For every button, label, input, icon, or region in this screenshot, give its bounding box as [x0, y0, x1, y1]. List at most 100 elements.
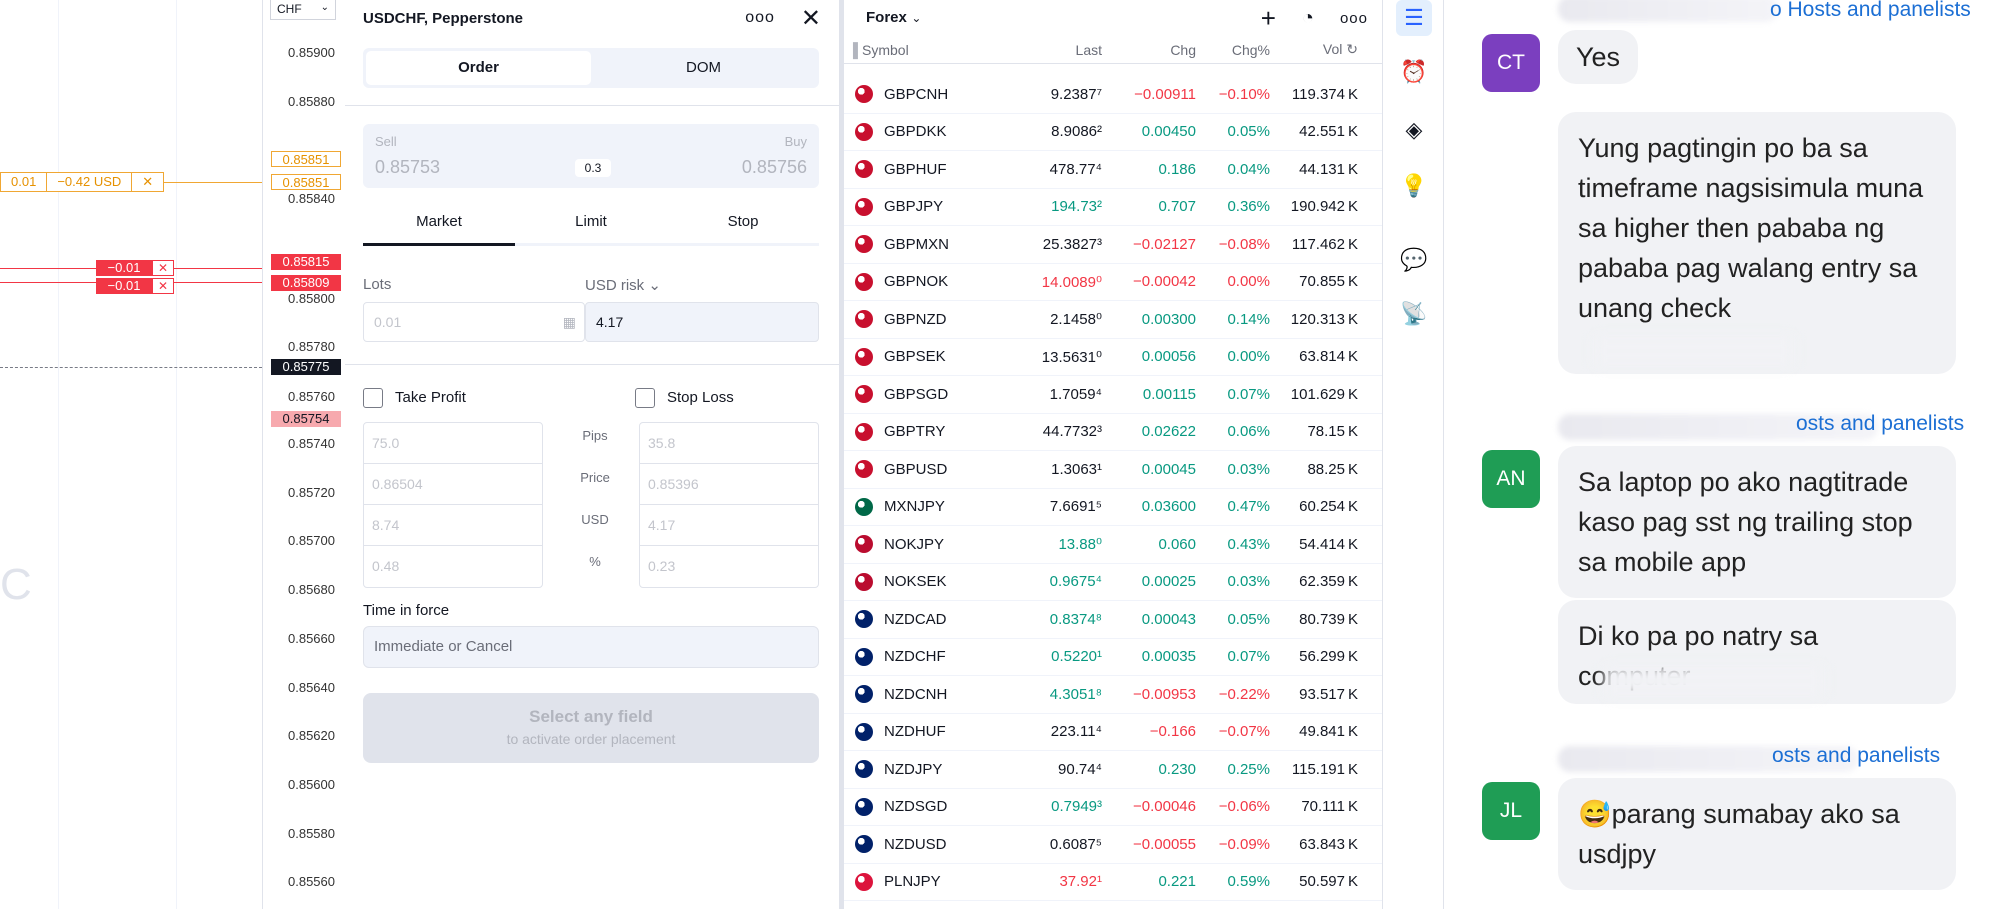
- stop-loss-checkbox[interactable]: [635, 388, 655, 408]
- watchlist-row[interactable]: GBPSGD 1.7059⁴ 0.00115 0.07% 101.629 K: [844, 376, 1382, 414]
- watchlist-icon[interactable]: ☰: [1396, 0, 1432, 36]
- chevron-down-icon: ⌄: [911, 11, 922, 25]
- volume: 50.597 K: [1299, 873, 1358, 891]
- sell-buy-box[interactable]: Sell 0.85753 Buy 0.85756 0.3: [363, 124, 819, 188]
- tab-limit[interactable]: Limit: [575, 213, 607, 230]
- watchlist-row[interactable]: NZDCAD 0.8374⁸ 0.00043 0.05% 80.739 K: [844, 601, 1382, 639]
- watchlist-row[interactable]: GBPTRY 44.7732³ 0.02622 0.06% 78.15 K: [844, 414, 1382, 451]
- watchlist-select[interactable]: Forex ⌄: [866, 9, 921, 27]
- currency-flag-icon: [844, 835, 884, 854]
- watchlist-row[interactable]: NZDJPY 90.74⁴ 0.230 0.25% 115.191 K: [844, 751, 1382, 789]
- currency-flag-icon: [844, 647, 884, 666]
- watchlist-row[interactable]: GBPCNH 9.2387⁷ −0.00911 −0.10% 119.374 K: [844, 76, 1382, 114]
- broadcast-icon[interactable]: 📡: [1400, 301, 1428, 326]
- position-label-red[interactable]: −0.01 ✕ −0.01 ✕: [96, 260, 182, 294]
- last-price: 90.74⁴: [1058, 760, 1102, 778]
- change-value: 0.060: [1158, 535, 1196, 553]
- column-vol[interactable]: Vol ↻: [1270, 41, 1358, 58]
- axis-tick-label: 0.85840: [288, 191, 335, 206]
- tab-market[interactable]: Market: [363, 210, 515, 246]
- watchlist-row[interactable]: GBPNOK 14.0089⁰ −0.00042 0.00% 70.855 K: [844, 264, 1382, 301]
- watchlist-row[interactable]: NZDUSD 0.6087⁵ −0.00055 −0.09% 63.843 K: [844, 826, 1382, 864]
- calculator-icon[interactable]: ▦: [562, 314, 576, 330]
- price-tag-sell[interactable]: 0.85815: [271, 254, 341, 270]
- watchlist-row[interactable]: GBPUSD 1.3063¹ 0.00045 0.03% 88.25 K: [844, 451, 1382, 489]
- close-position-icon[interactable]: ✕: [152, 278, 174, 294]
- tab-stop[interactable]: Stop: [727, 213, 759, 230]
- price-axis[interactable]: 0.85900 0.85880 0.85840 0.85800 0.85780 0.857…: [262, 0, 345, 909]
- axis-tick-label: 0.85800: [288, 291, 335, 306]
- watchlist-row[interactable]: NZDSGD 0.7949³ −0.00046 −0.06% 70.111 K: [844, 789, 1382, 826]
- currency-flag-icon: [844, 85, 884, 104]
- position-qty: −0.01: [96, 278, 152, 294]
- lots-input[interactable]: 0.01 ▦: [363, 302, 585, 342]
- volume: 49.841 K: [1299, 723, 1358, 741]
- watchlist-row[interactable]: GBPSEK 13.5631⁰ 0.00056 0.00% 63.814 K: [844, 339, 1382, 376]
- chat-icon[interactable]: 💬: [1400, 247, 1428, 272]
- tp-pips-input[interactable]: 75.0: [364, 423, 542, 464]
- close-icon[interactable]: ✕: [800, 4, 821, 32]
- watchlist-row[interactable]: GBPMXN 25.3827³ −0.02127 −0.08% 117.462 K: [844, 226, 1382, 264]
- last-price: 1.7059⁴: [1049, 385, 1102, 403]
- column-symbol[interactable]: Symbol: [862, 41, 909, 58]
- lightbulb-icon[interactable]: 💡: [1400, 173, 1428, 198]
- price-tag-tp[interactable]: 0.85851: [271, 151, 341, 167]
- column-chg[interactable]: Chg: [1170, 41, 1196, 58]
- chevron-down-icon: ⌄: [320, 2, 329, 13]
- risk-input[interactable]: 4.17: [585, 302, 819, 342]
- axis-tick-label: 0.85760: [288, 389, 335, 404]
- currency-select[interactable]: CHF ⌄: [270, 0, 336, 20]
- sl-usd-input[interactable]: 4.17: [640, 505, 818, 546]
- symbol-name: MXNJPY: [884, 498, 945, 516]
- more-icon[interactable]: ooo: [745, 9, 775, 26]
- tab-order[interactable]: Order: [366, 51, 591, 85]
- watchlist-panel: Forex ⌄ + ◔ ooo ▐ Symbol Last Chg Chg% V…: [840, 0, 1382, 909]
- position-label-orange[interactable]: 0.01 −0.42 USD ✕: [0, 172, 165, 192]
- watchlist-row[interactable]: GBPNZD 2.1458⁰ 0.00300 0.14% 120.313 K: [844, 301, 1382, 339]
- watchlist-columns: ▐ Symbol Last Chg Chg% Vol ↻: [844, 36, 1382, 64]
- alarm-clock-icon[interactable]: ⏰: [1400, 59, 1428, 84]
- sl-price-input[interactable]: 0.85396: [640, 464, 818, 505]
- more-icon[interactable]: ooo: [1339, 9, 1368, 27]
- sl-percent-input[interactable]: 0.23: [648, 558, 676, 574]
- add-symbol-icon[interactable]: +: [1260, 2, 1276, 33]
- watchlist-row[interactable]: NZDCNH 4.3051⁸ −0.00953 −0.22% 93.517 K: [844, 676, 1382, 714]
- price-tag-sell-2[interactable]: 0.85809: [271, 275, 341, 291]
- watchlist-row[interactable]: MXNJPY 7.6691⁵ 0.03600 0.47% 60.254 K: [844, 489, 1382, 526]
- place-order-button[interactable]: Select any field to activate order place…: [363, 693, 819, 763]
- change-value: 0.00025: [1141, 573, 1196, 591]
- watchlist-row[interactable]: PLNJPY 37.92¹ 0.221 0.59% 50.597 K: [844, 864, 1382, 901]
- watchlist-row[interactable]: NOKJPY 13.88⁰ 0.060 0.43% 54.414 K: [844, 526, 1382, 564]
- tab-dom[interactable]: DOM: [686, 59, 721, 76]
- drag-handle-icon[interactable]: ▐: [848, 41, 858, 58]
- sl-pips-input[interactable]: 35.8: [640, 423, 818, 464]
- close-position-icon[interactable]: ✕: [152, 260, 174, 276]
- watchlist-row[interactable]: NZDHUF 223.11⁴ −0.166 −0.07% 49.841 K: [844, 714, 1382, 751]
- volume: 70.855 K: [1299, 273, 1358, 291]
- change-percent: −0.08%: [1218, 235, 1270, 253]
- column-chg-pct[interactable]: Chg%: [1231, 41, 1270, 58]
- tp-usd-input[interactable]: 8.74: [364, 505, 542, 546]
- watchlist-row[interactable]: GBPDKK 8.9086² 0.00450 0.05% 42.551 K: [844, 114, 1382, 151]
- change-percent: 0.00%: [1227, 348, 1270, 366]
- tp-percent-input[interactable]: 0.48: [372, 558, 400, 574]
- tif-select[interactable]: Immediate or Cancel: [363, 626, 819, 668]
- chat-message: Sa laptop po ako nagtitrade kaso pag sst…: [1558, 446, 1956, 598]
- alert-clock-icon[interactable]: ◔: [1301, 6, 1314, 29]
- buy-price[interactable]: 0.85756: [741, 157, 807, 177]
- chart-area[interactable]: 0.01 −0.42 USD ✕ −0.01 ✕ −0.01 ✕ C 0.859…: [0, 0, 345, 909]
- position-pnl: −0.42 USD: [47, 173, 133, 191]
- watchlist-row[interactable]: NZDCHF 0.5220¹ 0.00035 0.07% 56.299 K: [844, 639, 1382, 676]
- layers-icon[interactable]: ◈: [1405, 117, 1423, 142]
- tp-price-input[interactable]: 0.86504: [364, 464, 542, 505]
- take-profit-checkbox[interactable]: [363, 388, 383, 408]
- column-last[interactable]: Last: [1075, 41, 1102, 58]
- watchlist-row[interactable]: NOKSEK 0.9675⁴ 0.00025 0.03% 62.359 K: [844, 564, 1382, 601]
- watchlist-row[interactable]: GBPHUF 478.77⁴ 0.186 0.04% 44.131 K: [844, 151, 1382, 189]
- sell-price[interactable]: 0.85753: [375, 157, 441, 177]
- position-qty: −0.01: [96, 260, 152, 276]
- watchlist-row[interactable]: GBPJPY 194.73² 0.707 0.36% 190.942 K: [844, 189, 1382, 226]
- price-tag-tp[interactable]: 0.85851: [271, 174, 341, 190]
- close-position-icon[interactable]: ✕: [142, 174, 154, 189]
- risk-select[interactable]: USD risk ⌄: [585, 276, 661, 294]
